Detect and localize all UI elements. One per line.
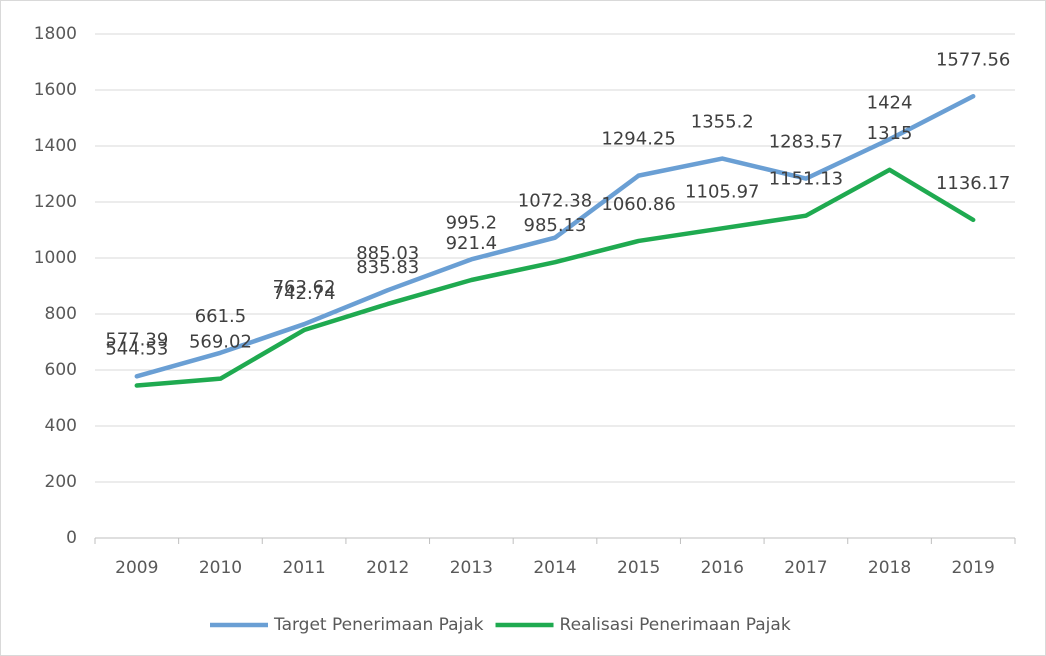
y-tick-label: 1800 (34, 24, 77, 44)
data-label: 1136.17 (936, 173, 1010, 194)
data-label: 835.83 (356, 257, 419, 278)
y-tick-label: 200 (45, 472, 77, 492)
data-label: 569.02 (189, 332, 252, 353)
y-tick-label: 800 (45, 304, 77, 324)
data-label: 1283.57 (769, 132, 843, 153)
data-label: 1424 (867, 92, 913, 113)
y-tick-label: 1200 (34, 192, 77, 212)
data-label: 1355.2 (691, 112, 754, 133)
x-tick-label: 2014 (533, 558, 576, 578)
data-label: 985.13 (524, 215, 587, 236)
data-label: 1105.97 (685, 181, 759, 202)
x-tick-label: 2012 (366, 558, 409, 578)
x-tick-label: 2015 (617, 558, 660, 578)
x-tick-label: 2013 (450, 558, 493, 578)
y-tick-label: 1400 (34, 136, 77, 156)
y-tick-label: 600 (45, 360, 77, 380)
x-tick-label: 2017 (784, 558, 827, 578)
data-label: 921.4 (446, 233, 498, 254)
y-tick-label: 0 (66, 528, 77, 548)
x-tick-label: 2016 (701, 558, 744, 578)
data-label: 1072.38 (518, 191, 592, 212)
x-tick-label: 2011 (282, 558, 325, 578)
x-tick-label: 2018 (868, 558, 911, 578)
data-label: 1577.56 (936, 49, 1010, 70)
data-label: 1294.25 (601, 129, 675, 150)
y-tick-label: 1000 (34, 248, 77, 268)
data-label: 995.2 (446, 212, 498, 233)
data-label: 742.74 (273, 283, 336, 304)
data-label: 661.5 (195, 306, 247, 327)
y-tick-label: 1600 (34, 80, 77, 100)
data-label: 1151.13 (769, 169, 843, 190)
legend-label: Target Penerimaan Pajak (273, 615, 484, 635)
x-tick-label: 2009 (115, 558, 158, 578)
legend-label: Realisasi Penerimaan Pajak (560, 615, 791, 635)
chart: 0 200 400 600 800 1000 1200 1400 1600 1800 2009 201… (0, 0, 1046, 656)
x-tick-label: 2019 (952, 558, 995, 578)
data-label: 544.53 (105, 339, 168, 360)
data-label: 1315 (867, 123, 913, 144)
x-tick-label: 2010 (199, 558, 242, 578)
data-label: 1060.86 (601, 194, 675, 215)
y-tick-label: 400 (45, 416, 77, 436)
